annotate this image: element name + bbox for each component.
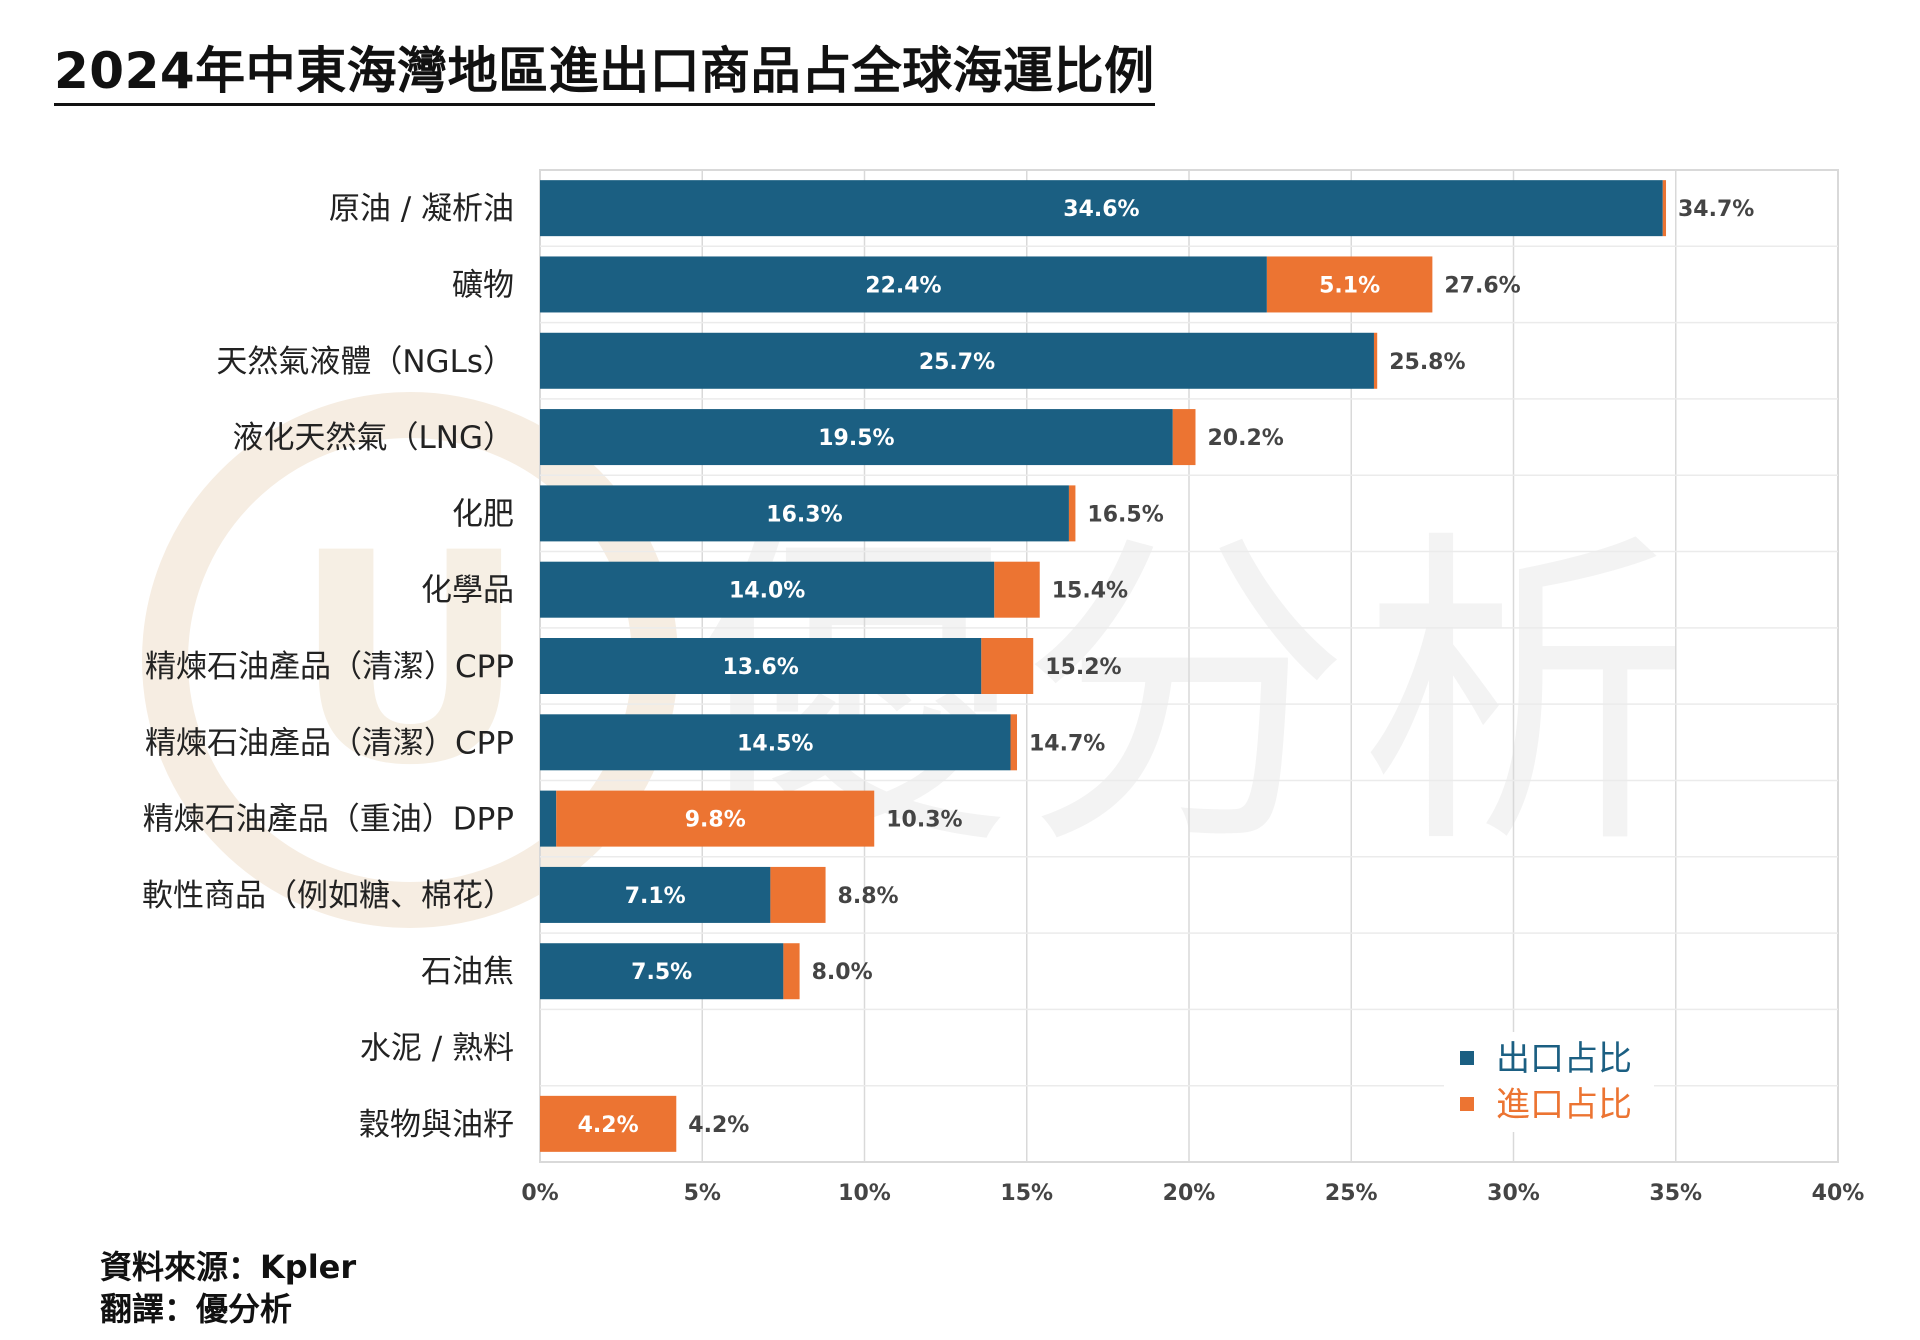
category-label: 化學品 xyxy=(421,573,514,609)
x-tick-label: 10% xyxy=(838,1181,891,1206)
import-bar xyxy=(1266,256,1433,313)
import-bar xyxy=(1068,485,1076,542)
x-tick-label: 5% xyxy=(684,1181,721,1206)
import-value-label: 5.1% xyxy=(1319,273,1380,298)
category-label: 天然氣液體（NGLs） xyxy=(216,344,514,380)
total-value-label: 25.8% xyxy=(1389,350,1465,375)
category-label: 精煉石油產品（重油）DPP xyxy=(143,802,514,838)
export-value-label: 34.6% xyxy=(1063,197,1139,222)
export-value-label: 19.5% xyxy=(818,426,894,451)
total-value-label: 27.6% xyxy=(1444,273,1520,298)
category-label: 水泥 / 熟料 xyxy=(360,1031,514,1067)
export-value-label: 22.4% xyxy=(865,273,941,298)
import-bar xyxy=(1010,714,1018,771)
import-bar xyxy=(540,1095,677,1152)
import-bar xyxy=(556,790,875,847)
total-value-label: 15.4% xyxy=(1052,579,1128,604)
export-bar xyxy=(540,256,1267,313)
export-bar xyxy=(540,638,982,694)
category-label: 化肥 xyxy=(452,496,514,532)
category-label: 原油 / 凝析油 xyxy=(329,191,514,227)
export-bar xyxy=(540,485,1069,542)
export-value-label: 14.0% xyxy=(729,579,805,604)
export-value-label: 7.5% xyxy=(631,960,692,985)
export-value-label: 7.1% xyxy=(625,884,686,909)
import-bar xyxy=(770,866,826,923)
import-value-label: 4.2% xyxy=(578,1113,639,1138)
legend-swatch xyxy=(1460,1097,1474,1111)
category-label: 精煉石油產品（清潔）CPP xyxy=(145,649,514,685)
legend-label: 出口占比 xyxy=(1496,1039,1632,1079)
export-bar xyxy=(540,561,995,618)
total-value-label: 16.5% xyxy=(1087,502,1163,527)
category-label: 礦物 xyxy=(452,267,514,303)
translator-line: 翻譯：優分析 xyxy=(100,1290,293,1328)
bar-chart: 0% 5% 10% 15% 20% 25% 30% 35% 40% 原油 / 凝析油 34.6% 34… xyxy=(142,169,1865,1206)
category-label: 軟性商品（例如糖、棉花） xyxy=(142,878,514,914)
x-tick-label: 20% xyxy=(1163,1181,1216,1206)
import-bar xyxy=(981,638,1034,694)
import-bar xyxy=(1172,409,1196,466)
x-tick-label: 35% xyxy=(1649,1181,1702,1206)
total-value-label: 20.2% xyxy=(1207,426,1283,451)
total-value-label: 8.8% xyxy=(838,884,899,909)
legend-swatch xyxy=(1460,1051,1474,1065)
total-value-label: 14.7% xyxy=(1029,731,1105,756)
category-label: 穀物與油籽 xyxy=(359,1107,514,1143)
x-tick-label: 25% xyxy=(1325,1181,1378,1206)
legend-label: 進口占比 xyxy=(1496,1085,1632,1125)
export-value-label: 16.3% xyxy=(766,502,842,527)
chart-title: 2024年中東海灣地區進出口商品占全球海運比例 xyxy=(54,44,1155,106)
source-note: 資料來源：Kpler 翻譯：優分析 xyxy=(100,1246,356,1330)
category-label: 石油焦 xyxy=(421,954,514,990)
export-bar xyxy=(540,180,1663,237)
total-value-label: 8.0% xyxy=(812,960,873,985)
export-value-label: 25.7% xyxy=(919,350,995,375)
export-bar xyxy=(540,332,1374,389)
import-bar xyxy=(1662,180,1667,237)
category-label: 液化天然氣（LNG） xyxy=(233,420,514,456)
total-value-label: 34.7% xyxy=(1678,197,1754,222)
export-bar xyxy=(540,943,784,1000)
import-bar xyxy=(994,561,1040,618)
total-value-label: 10.3% xyxy=(886,808,962,833)
total-value-label: 4.2% xyxy=(688,1113,749,1138)
export-bar xyxy=(540,714,1011,771)
x-tick-label: 15% xyxy=(1000,1181,1053,1206)
x-tick-label: 0% xyxy=(521,1181,558,1206)
category-label: 精煉石油產品（清潔）CPP xyxy=(145,725,514,761)
import-bar xyxy=(1373,332,1378,389)
legend-box xyxy=(1444,1032,1654,1132)
import-value-label: 9.8% xyxy=(685,808,746,833)
export-value-label: 14.5% xyxy=(737,731,813,756)
total-value-label: 15.2% xyxy=(1045,655,1121,680)
x-tick-label: 40% xyxy=(1812,1181,1865,1206)
x-tick-label: 30% xyxy=(1487,1181,1540,1206)
export-bar xyxy=(540,866,771,923)
export-bar xyxy=(540,409,1173,466)
export-bar xyxy=(540,790,557,847)
export-value-label: 13.6% xyxy=(722,655,798,680)
import-bar xyxy=(783,943,800,1000)
source-line: 資料來源：Kpler xyxy=(100,1248,357,1286)
